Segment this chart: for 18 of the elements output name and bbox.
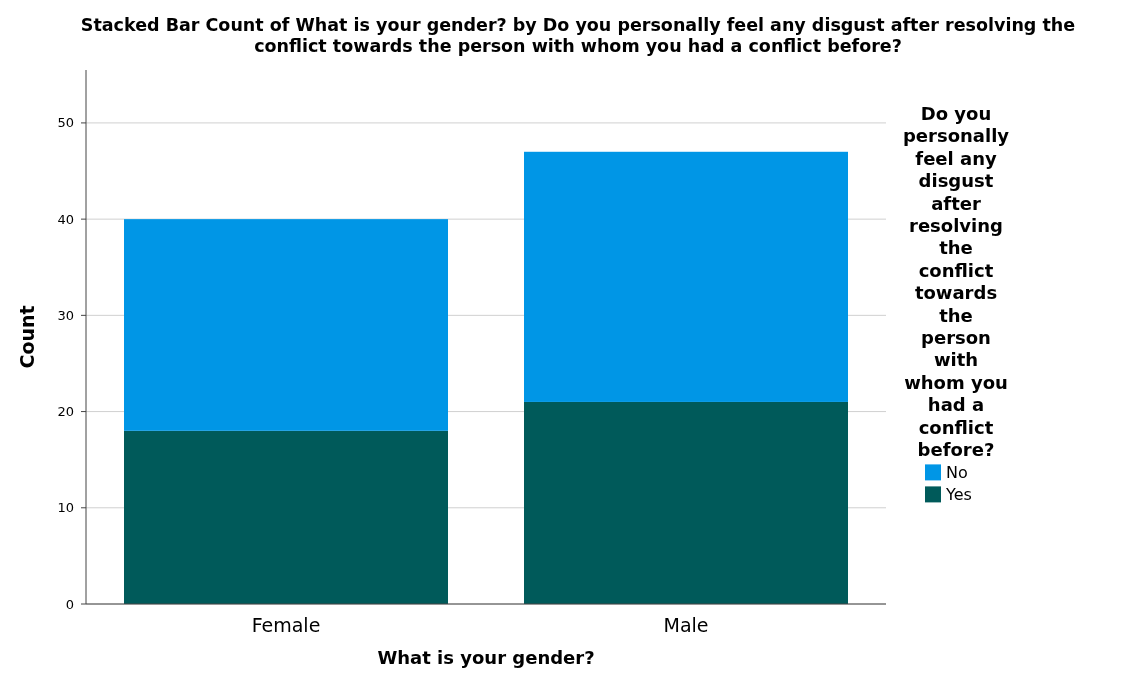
- bar: [524, 401, 848, 604]
- y-axis-title: Count: [16, 305, 38, 369]
- x-axis-title: What is your gender?: [377, 647, 595, 668]
- bar: [124, 219, 448, 431]
- x-tick-label: Male: [663, 614, 709, 636]
- text: Do you personally feel any disgust after resolving the conflict towards the person with whom you had a conflict before?: [902, 103, 1010, 460]
- y-tick-label: 20: [57, 404, 74, 420]
- legend-label: No: [946, 463, 968, 482]
- bar: [524, 151, 848, 402]
- x-tick-label: Female: [251, 614, 321, 636]
- y-tick-label: 0: [65, 596, 74, 612]
- y-tick-label: 40: [57, 211, 74, 227]
- bar: [124, 430, 448, 604]
- legend-label: Yes: [945, 485, 972, 504]
- y-tick-label: 30: [57, 307, 74, 323]
- y-tick-label: 10: [57, 500, 74, 516]
- chart-title: Stacked Bar Count of What is your gender? by Do you personally feel any disgust after resolving the conflict towards the person with whom you had a conflict before?: [80, 15, 1076, 56]
- y-tick-label: 50: [57, 115, 74, 131]
